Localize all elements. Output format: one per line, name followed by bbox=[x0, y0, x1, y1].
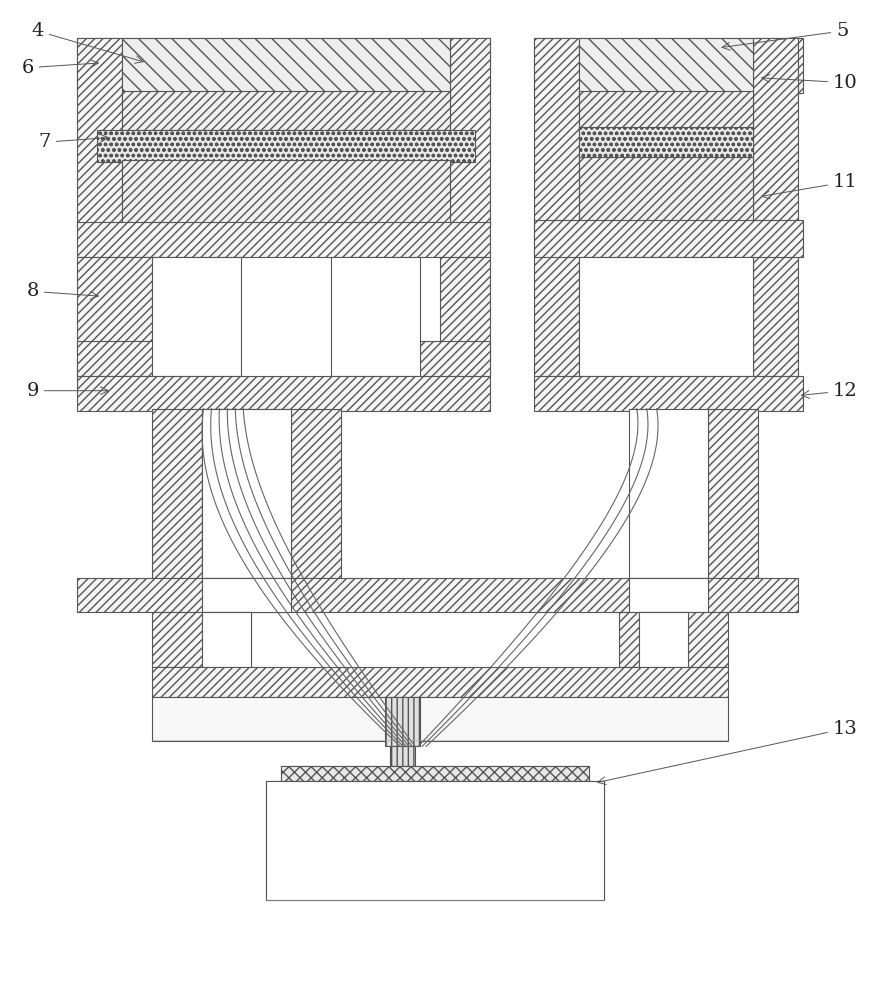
Bar bbox=[440, 257, 489, 376]
Bar bbox=[97, 130, 474, 162]
Bar bbox=[122, 160, 450, 227]
Bar bbox=[77, 257, 152, 376]
Bar bbox=[579, 38, 753, 93]
Bar bbox=[77, 222, 489, 257]
Bar bbox=[77, 38, 489, 93]
Bar bbox=[450, 38, 489, 227]
Bar bbox=[291, 409, 340, 578]
Bar bbox=[266, 781, 604, 900]
Bar bbox=[202, 578, 291, 612]
Bar bbox=[534, 376, 802, 411]
Bar bbox=[385, 697, 420, 746]
Bar bbox=[77, 38, 122, 227]
Bar bbox=[638, 612, 688, 667]
Text: 7: 7 bbox=[39, 133, 108, 151]
Bar bbox=[281, 766, 589, 781]
Text: 6: 6 bbox=[21, 59, 98, 77]
Bar bbox=[579, 157, 753, 222]
Bar bbox=[152, 612, 251, 667]
Text: 9: 9 bbox=[26, 382, 108, 400]
Bar bbox=[534, 220, 802, 257]
Text: 12: 12 bbox=[802, 382, 858, 400]
Text: 13: 13 bbox=[598, 720, 858, 785]
Bar bbox=[629, 578, 709, 612]
Bar bbox=[281, 766, 589, 801]
Bar bbox=[415, 341, 489, 376]
Bar bbox=[202, 612, 251, 667]
Bar bbox=[579, 127, 753, 159]
Bar bbox=[152, 409, 202, 578]
Bar bbox=[152, 257, 241, 376]
Bar bbox=[122, 91, 450, 130]
Text: 11: 11 bbox=[762, 173, 858, 199]
Bar bbox=[77, 376, 489, 411]
Bar bbox=[753, 38, 798, 376]
Bar bbox=[331, 257, 420, 376]
Bar bbox=[709, 409, 758, 578]
Text: 10: 10 bbox=[762, 74, 858, 92]
Bar bbox=[534, 38, 802, 93]
Bar bbox=[390, 746, 415, 766]
Text: 4: 4 bbox=[32, 22, 143, 63]
Bar bbox=[266, 781, 604, 900]
Bar bbox=[152, 667, 728, 697]
Bar bbox=[202, 409, 291, 578]
Bar bbox=[152, 697, 728, 741]
Text: 5: 5 bbox=[722, 22, 849, 50]
Bar bbox=[122, 38, 450, 93]
Bar bbox=[77, 341, 196, 376]
Bar bbox=[202, 409, 291, 578]
Bar bbox=[619, 612, 728, 667]
Text: 8: 8 bbox=[26, 282, 98, 300]
Bar bbox=[534, 38, 579, 376]
Bar bbox=[579, 91, 753, 130]
Bar bbox=[629, 409, 709, 578]
Bar bbox=[77, 578, 798, 612]
Bar bbox=[579, 257, 753, 376]
